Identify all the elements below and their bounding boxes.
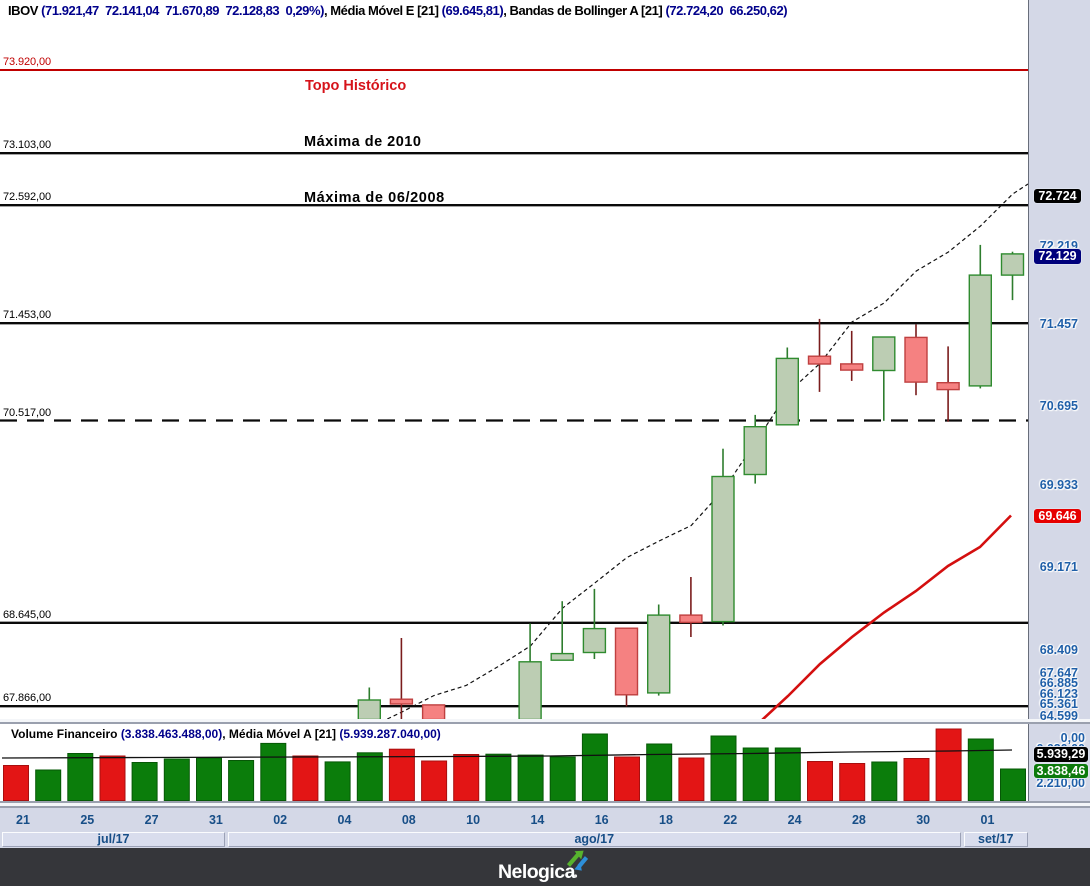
svg-text:Nelogica: Nelogica — [498, 861, 576, 883]
